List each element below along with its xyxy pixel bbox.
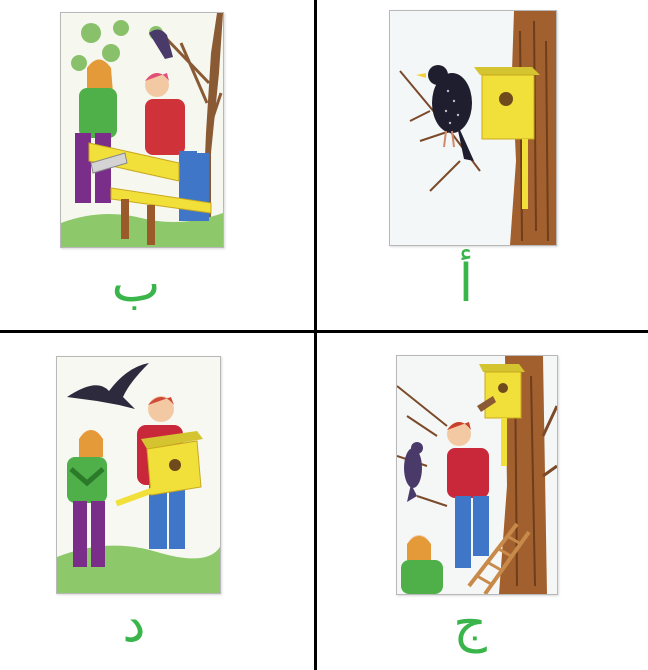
panel-letter: أ xyxy=(458,254,474,314)
horizontal-divider xyxy=(0,330,648,333)
illustration-sawing-plank xyxy=(60,12,224,248)
carrying-scene xyxy=(57,357,220,593)
panel-letter: ج xyxy=(453,594,487,654)
panel-letter: د xyxy=(122,594,146,654)
birdhouse-scene xyxy=(390,11,556,245)
illustration-bird-at-birdhouse xyxy=(389,10,557,246)
panel-letter: ب xyxy=(111,254,161,314)
sawing-scene xyxy=(61,13,223,247)
vertical-divider xyxy=(314,0,317,670)
illustration-hanging-birdhouse xyxy=(396,355,558,595)
illustration-carrying-birdhouse xyxy=(56,356,221,594)
hanging-scene xyxy=(397,356,557,594)
